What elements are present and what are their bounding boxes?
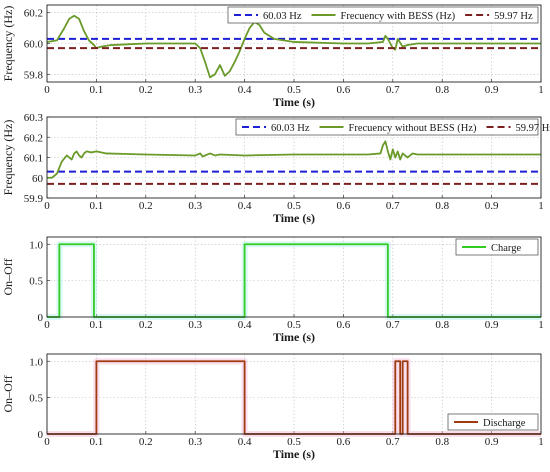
legend-box bbox=[235, 118, 539, 136]
x-tick-label: 0.1 bbox=[90, 200, 104, 212]
x-tick-label: 0.6 bbox=[337, 436, 351, 448]
x-tick-label: 0.8 bbox=[435, 84, 449, 96]
legend-label-1: 60.03 Hz bbox=[263, 11, 302, 22]
x-tick-label: 0 bbox=[44, 200, 50, 212]
x-tick-label: 0.6 bbox=[337, 200, 351, 212]
x-tick-label: 0.9 bbox=[485, 200, 499, 212]
axes-frame bbox=[46, 4, 542, 83]
legend-box bbox=[227, 6, 539, 24]
legend-label-3: 59.97 Hz bbox=[516, 123, 550, 134]
legend-label-2: Frecuency without BESS (Hz) bbox=[349, 123, 478, 134]
x-tick-label: 0.9 bbox=[485, 436, 499, 448]
x-tick-label: 0 bbox=[44, 319, 50, 331]
chart-panel-1: 0 0.1 0.2 0.3 0.4 0.5 0.6 0.7 0.8 0.9 1 59.8 60.0 60.… bbox=[1, 4, 544, 109]
x-tick-label: 0.7 bbox=[386, 84, 400, 96]
x-tick-label: 0.3 bbox=[188, 436, 202, 448]
y-axis-label: Frequency (Hz) bbox=[1, 120, 15, 196]
y-axis-label: On–Off bbox=[1, 258, 15, 295]
x-tick-label: 0.5 bbox=[287, 319, 301, 331]
x-tick-label: 0.2 bbox=[139, 200, 153, 212]
legend-label-1: Discharge bbox=[483, 418, 526, 429]
y-tick-label: 59.8 bbox=[24, 69, 44, 81]
chart-panel-2: 0 0.1 0.2 0.3 0.4 0.5 0.6 0.7 0.8 0.9 1 59.9 60 60.1 6… bbox=[1, 112, 550, 225]
x-tick-label: 0.4 bbox=[238, 200, 252, 212]
x-tick-label: 0.8 bbox=[435, 200, 449, 212]
y-axis-label: On–Off bbox=[1, 375, 15, 412]
legend: 60.03 Hz Frecuency with BESS (Hz) 59.97 Hz bbox=[227, 6, 539, 24]
y-tick-label: 60.3 bbox=[24, 112, 44, 124]
legend-box bbox=[455, 238, 539, 256]
x-tick-label: 0.4 bbox=[238, 319, 252, 331]
x-axis-label: Time (s) bbox=[273, 95, 315, 109]
x-tick-label: 0.5 bbox=[287, 436, 301, 448]
y-tick-label: 60.2 bbox=[24, 8, 43, 20]
legend: 60.03 Hz Frecuency without BESS (Hz) 59.97… bbox=[235, 118, 550, 136]
x-tick-label: 0.1 bbox=[90, 319, 104, 331]
x-tick-label: 0.7 bbox=[386, 436, 400, 448]
x-tick-label: 0.1 bbox=[90, 436, 104, 448]
x-tick-label: 0 bbox=[44, 84, 50, 96]
x-tick-label: 0.3 bbox=[188, 84, 202, 96]
legend-label-1: 60.03 Hz bbox=[271, 123, 310, 134]
chart-panel-3: 0 0.1 0.2 0.3 0.4 0.5 0.6 0.7 0.8 0.9 1 0 0.5 1.0 Time… bbox=[1, 236, 544, 344]
axes-frame bbox=[46, 116, 542, 199]
x-tick-label: 1 bbox=[538, 436, 544, 448]
y-tick-label: 1.0 bbox=[29, 239, 43, 251]
x-axis-label: Time (s) bbox=[273, 211, 315, 225]
x-tick-label: 0.2 bbox=[139, 319, 153, 331]
x-tick-label: 0.3 bbox=[188, 200, 202, 212]
y-tick-label: 1.0 bbox=[29, 356, 43, 368]
y-tick-label: 60.1 bbox=[24, 153, 43, 165]
x-tick-label: 0.7 bbox=[386, 319, 400, 331]
x-tick-label: 0.9 bbox=[485, 319, 499, 331]
y-tick-label: 0 bbox=[38, 429, 44, 441]
legend: Discharge bbox=[447, 413, 539, 431]
x-tick-label: 0.6 bbox=[337, 84, 351, 96]
x-tick-label: 1 bbox=[538, 84, 544, 96]
legend-label-1: Charge bbox=[491, 243, 521, 254]
x-tick-label: 0.1 bbox=[90, 84, 104, 96]
x-tick-label: 0.9 bbox=[485, 84, 499, 96]
legend-box bbox=[447, 413, 539, 431]
legend-label-3: 59.97 Hz bbox=[494, 11, 533, 22]
x-tick-label: 1 bbox=[538, 200, 544, 212]
x-tick-label: 0.8 bbox=[435, 436, 449, 448]
x-tick-label: 0.3 bbox=[188, 319, 202, 331]
chart-panel-4: 0 0.1 0.2 0.3 0.4 0.5 0.6 0.7 0.8 0.9 1 0 0.5 1.0 Time… bbox=[1, 353, 544, 461]
y-tick-label: 0.5 bbox=[29, 393, 43, 405]
legend: Charge bbox=[455, 238, 539, 256]
x-axis-label: Time (s) bbox=[273, 447, 315, 461]
axes-frame bbox=[46, 236, 542, 318]
x-tick-label: 0.6 bbox=[337, 319, 351, 331]
y-tick-label: 60 bbox=[32, 173, 44, 185]
y-tick-label: 0.5 bbox=[29, 276, 43, 288]
x-tick-label: 0.4 bbox=[238, 436, 252, 448]
x-tick-label: 0.4 bbox=[238, 84, 252, 96]
x-tick-label: 0.8 bbox=[435, 319, 449, 331]
x-tick-label: 0.7 bbox=[386, 200, 400, 212]
x-tick-label: 0.5 bbox=[287, 84, 301, 96]
x-axis-label: Time (s) bbox=[273, 330, 315, 344]
axes-frame bbox=[46, 353, 542, 435]
y-tick-label: 0 bbox=[38, 312, 44, 324]
series-line-2 bbox=[47, 140, 541, 179]
y-tick-label: 59.9 bbox=[24, 193, 44, 205]
legend-label-2: Frecuency with BESS (Hz) bbox=[341, 11, 456, 22]
x-tick-label: 0.5 bbox=[287, 200, 301, 212]
y-axis-label: Frequency (Hz) bbox=[1, 6, 15, 82]
x-tick-label: 0.2 bbox=[139, 436, 153, 448]
y-tick-label: 60.0 bbox=[24, 39, 44, 51]
y-tick-label: 60.2 bbox=[24, 132, 43, 144]
x-tick-label: 1 bbox=[538, 319, 544, 331]
x-tick-label: 0.2 bbox=[139, 84, 153, 96]
series-line-1 bbox=[47, 360, 541, 435]
x-tick-label: 0 bbox=[44, 436, 50, 448]
series-line-2 bbox=[46, 14, 541, 79]
